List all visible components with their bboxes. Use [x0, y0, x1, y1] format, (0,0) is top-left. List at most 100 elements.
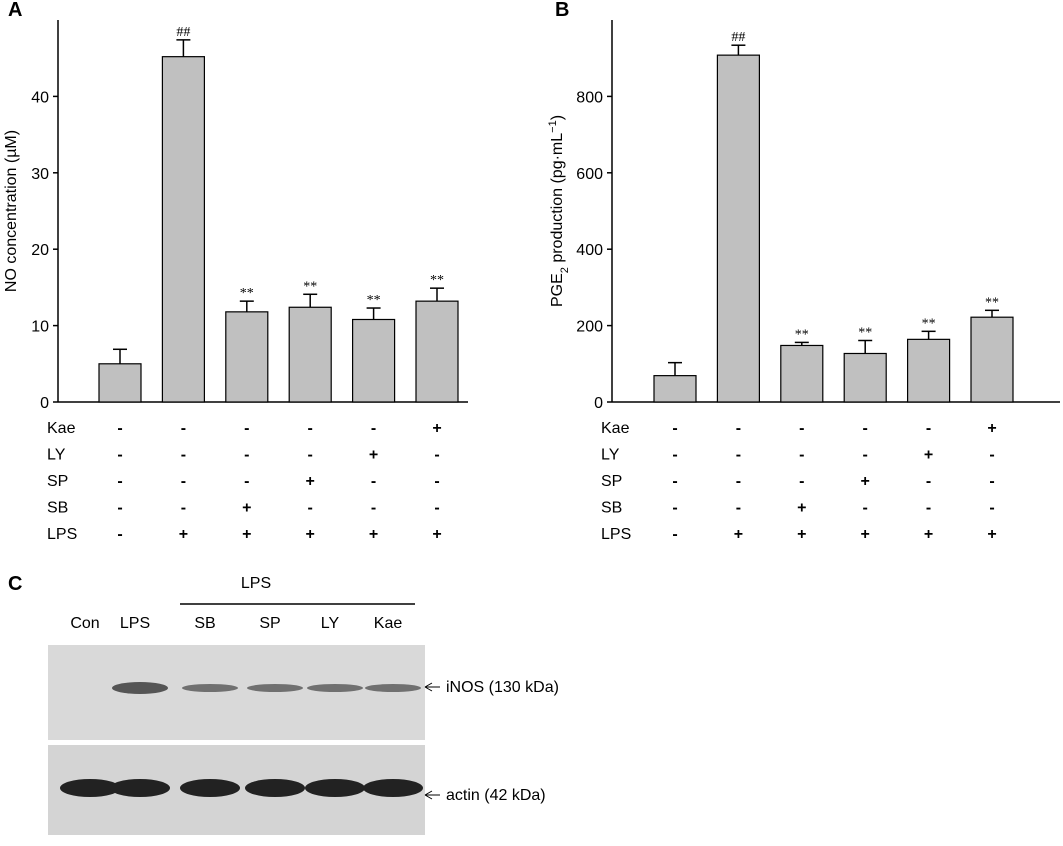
bar — [653, 375, 697, 403]
band-label: actin (42 kDa) — [446, 787, 546, 804]
band — [247, 684, 303, 692]
band — [112, 682, 168, 694]
treatment-sign: + — [432, 420, 441, 437]
treatment-sign: + — [861, 526, 870, 543]
annotation: ** — [985, 295, 999, 310]
bar — [780, 344, 824, 403]
lane-label: Kae — [374, 615, 403, 632]
y-tick-label: 30 — [31, 166, 49, 183]
band — [307, 684, 363, 692]
treatment-sign: - — [672, 473, 677, 490]
treatment-sign: + — [306, 473, 315, 490]
treatment-sign: - — [926, 473, 931, 490]
bar — [161, 56, 205, 403]
band — [110, 779, 170, 797]
annotation: ** — [858, 325, 872, 340]
bar — [970, 316, 1014, 403]
treatment-sign: + — [924, 447, 933, 464]
band — [363, 779, 423, 797]
treatment-sign: - — [117, 447, 122, 464]
treatment-sign: + — [987, 526, 996, 543]
treatment-sign: - — [736, 447, 741, 464]
treatment-sign: - — [863, 420, 868, 437]
treatment-sign: - — [117, 526, 122, 543]
treatment-sign: - — [989, 473, 994, 490]
treatment-sign: + — [797, 526, 806, 543]
y-axis-label-part: 2 — [559, 267, 571, 273]
bar — [415, 300, 459, 403]
treatment-sign: - — [181, 447, 186, 464]
treatment-sign: + — [861, 473, 870, 490]
band — [180, 779, 240, 797]
annotation: ** — [430, 273, 444, 288]
treatment-sign: - — [799, 473, 804, 490]
treatment-sign: - — [434, 500, 439, 517]
annotation: ** — [922, 316, 936, 331]
annotation: ** — [795, 327, 809, 342]
band — [182, 684, 238, 692]
treatment-name: LPS — [601, 526, 631, 543]
treatment-sign: + — [369, 526, 378, 543]
annotation: ## — [731, 30, 745, 45]
treatment-sign: - — [434, 447, 439, 464]
treatment-sign: + — [242, 526, 251, 543]
treatment-sign: - — [989, 500, 994, 517]
treatment-sign: - — [181, 420, 186, 437]
treatment-sign: + — [432, 526, 441, 543]
treatment-sign: - — [308, 420, 313, 437]
panel-label: C — [8, 573, 22, 595]
treatment-sign: - — [736, 473, 741, 490]
y-tick-label: 400 — [576, 242, 603, 259]
y-axis-label-part: −1 — [547, 120, 559, 133]
treatment-sign: - — [863, 500, 868, 517]
bar — [225, 311, 269, 403]
bar — [906, 338, 951, 403]
group-label: LPS — [241, 575, 271, 592]
treatment-sign: - — [117, 500, 122, 517]
treatment-sign: - — [308, 500, 313, 517]
treatment-sign: - — [799, 420, 804, 437]
treatment-sign: - — [371, 420, 376, 437]
bar — [288, 306, 332, 403]
annotation: ## — [176, 25, 190, 40]
band — [305, 779, 365, 797]
treatment-name: LPS — [47, 526, 77, 543]
bar — [716, 54, 761, 403]
y-tick-label: 0 — [594, 395, 603, 412]
treatment-sign: - — [672, 526, 677, 543]
lane-label: SP — [259, 615, 280, 632]
treatment-sign: - — [926, 420, 931, 437]
treatment-sign: - — [672, 500, 677, 517]
treatment-name: LY — [47, 447, 66, 464]
treatment-sign: - — [863, 447, 868, 464]
treatment-sign: - — [244, 420, 249, 437]
lane-label: SB — [194, 615, 215, 632]
bar — [98, 363, 142, 403]
band — [245, 779, 305, 797]
y-tick-label: 200 — [576, 319, 603, 336]
y-tick-label: 10 — [31, 319, 49, 336]
treatment-sign: + — [987, 420, 996, 437]
treatment-sign: + — [797, 500, 806, 517]
treatment-name: SP — [601, 473, 622, 490]
annotation: ** — [303, 279, 317, 294]
y-axis-label-part: ) — [549, 115, 566, 120]
treatment-name: SB — [601, 500, 622, 517]
treatment-sign: - — [117, 420, 122, 437]
y-tick-label: 40 — [31, 89, 49, 106]
lane-label: LY — [321, 615, 340, 632]
treatment-name: SP — [47, 473, 68, 490]
treatment-name: SB — [47, 500, 68, 517]
treatment-sign: + — [179, 526, 188, 543]
y-tick-label: 800 — [576, 89, 603, 106]
lane-label: LPS — [120, 615, 150, 632]
treatment-sign: - — [672, 447, 677, 464]
treatment-sign: - — [989, 447, 994, 464]
treatment-sign: - — [181, 473, 186, 490]
treatment-sign: + — [734, 526, 743, 543]
lane-label: Con — [70, 615, 99, 632]
treatment-sign: - — [799, 447, 804, 464]
panel-label: A — [8, 0, 22, 21]
treatment-sign: - — [672, 420, 677, 437]
